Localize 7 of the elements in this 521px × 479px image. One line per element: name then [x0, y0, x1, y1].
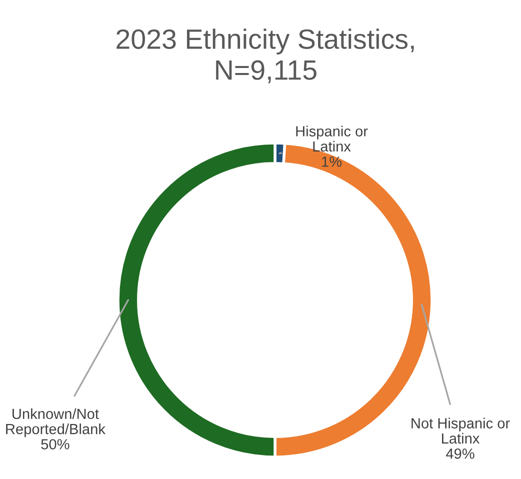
slice-label: Not Hispanic or Latinx: [412, 418, 510, 444]
slice-label: Hispanic or Latinx: [296, 126, 368, 152]
chart-title: 2023 Ethnicity Statistics, N=9,115: [116, 28, 414, 84]
data-label: 50%: [41, 439, 70, 450]
data-label: 49%: [446, 448, 474, 459]
data-label: 1%: [322, 156, 342, 167]
slice-label: Unknown/Not Reported/Blank: [6, 408, 106, 438]
